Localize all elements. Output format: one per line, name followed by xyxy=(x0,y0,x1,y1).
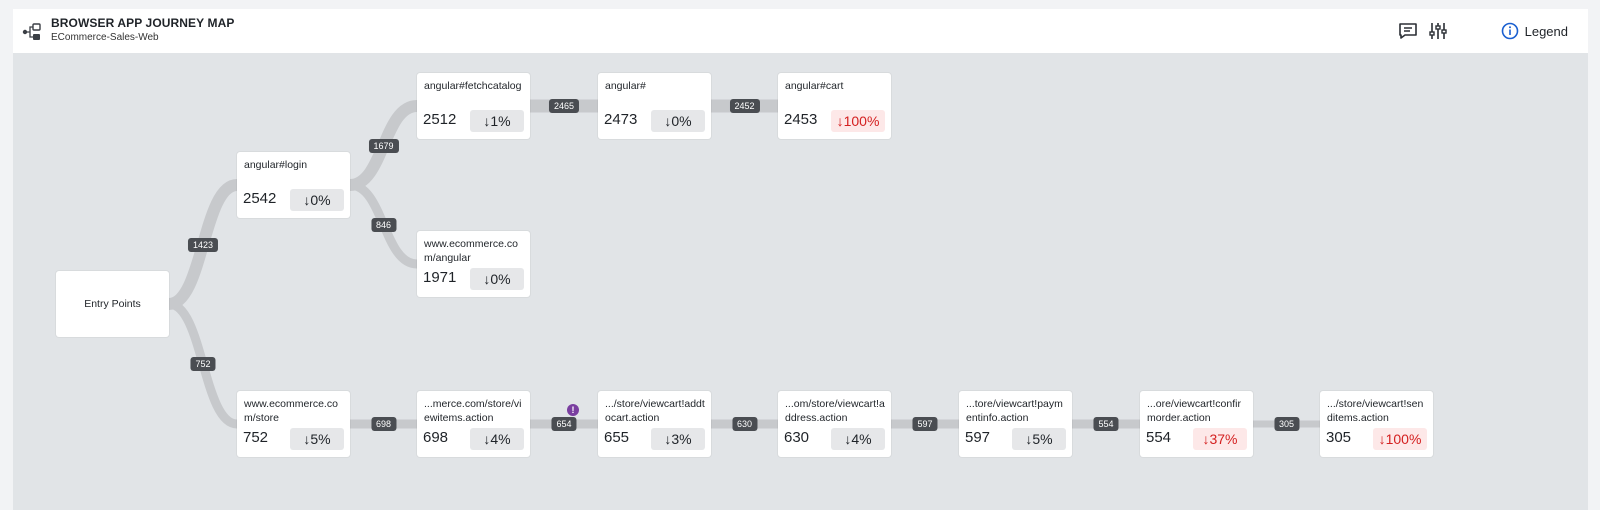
node-label: www.ecommerce.com/store xyxy=(244,398,338,424)
comment-icon[interactable] xyxy=(1397,20,1419,42)
sliders-icon[interactable] xyxy=(1427,20,1449,42)
node-fetch[interactable]: angular#fetchcatalog 2512 ↓1% xyxy=(417,73,530,139)
dropoff-badge: ↓5% xyxy=(1012,428,1066,450)
edge-count-label: 2452 xyxy=(729,99,760,113)
node-ecomang[interactable]: www.ecommerce.com/angular 1971 ↓0% xyxy=(417,231,530,297)
node-label: angular#login xyxy=(244,159,308,171)
dropoff-badge: ↓4% xyxy=(831,428,885,450)
node-count: 630 xyxy=(784,429,810,446)
dropoff-badge: ↓100% xyxy=(831,110,885,132)
node-label: Entry Points xyxy=(84,298,141,310)
node-count: 1971 xyxy=(423,269,457,286)
edge-count-label: 554 xyxy=(1093,417,1119,431)
info-icon xyxy=(1501,22,1518,40)
node-count: 2512 xyxy=(423,111,457,128)
node-label: ...merce.com/store/viewitems.action xyxy=(424,398,522,424)
node-label: ...om/store/viewcart!address.action xyxy=(785,398,885,424)
legend-label: Legend xyxy=(1524,23,1568,39)
dropoff-badge: ↓37% xyxy=(1193,428,1247,450)
node-addtocart[interactable]: .../store/viewcart!addtocart.action 655 ↓3… xyxy=(598,391,711,457)
node-label: .../store/viewcart!senditems.action xyxy=(1327,398,1424,424)
node-count: 2453 xyxy=(784,111,818,128)
edge-count-label: 1679 xyxy=(368,138,399,153)
edge-count-label: 630 xyxy=(731,417,758,431)
warning-icon[interactable]: ! xyxy=(567,404,579,416)
app-name: ECommerce-Sales-Web xyxy=(51,32,159,43)
journey-map-canvas: 1423 752 1679 846 2465 2452 698 654! 630 597 554 30… xyxy=(13,53,1588,510)
page-title: BROWSER APP JOURNEY MAP xyxy=(51,16,235,30)
legend-button[interactable]: Legend xyxy=(1501,19,1568,43)
dropoff-badge: ↓0% xyxy=(651,110,705,132)
node-count: 752 xyxy=(243,429,269,446)
node-entry[interactable]: Entry Points xyxy=(56,271,169,337)
node-count: 305 xyxy=(1326,429,1352,446)
node-address[interactable]: ...om/store/viewcart!address.action 630 ↓4… xyxy=(778,391,891,457)
node-cart[interactable]: angular#cart 2453 ↓100% xyxy=(778,73,891,139)
node-login[interactable]: angular#login 2542 ↓0% xyxy=(237,152,350,218)
node-label: angular#cart xyxy=(785,80,844,92)
node-count: 554 xyxy=(1146,429,1172,446)
dropoff-badge: ↓1% xyxy=(470,110,524,132)
node-count: 597 xyxy=(965,429,991,446)
node-count: 655 xyxy=(604,429,630,446)
dropoff-badge: ↓100% xyxy=(1373,428,1427,450)
dropoff-badge: ↓0% xyxy=(470,268,524,290)
node-label: ...tore/viewcart!paymentinfo.action xyxy=(966,398,1063,424)
edge-count-label: 2465 xyxy=(548,99,580,113)
node-confirm[interactable]: ...ore/viewcart!confirmorder.action 554 ↓3… xyxy=(1140,391,1253,457)
dropoff-badge: ↓3% xyxy=(651,428,705,450)
node-count: 698 xyxy=(423,429,449,446)
dropoff-badge: ↓4% xyxy=(470,428,524,450)
node-payment[interactable]: ...tore/viewcart!paymentinfo.action 597 ↓5… xyxy=(959,391,1072,457)
node-count: 2473 xyxy=(604,111,638,128)
node-hash[interactable]: angular# 2473 ↓0% xyxy=(598,73,711,139)
journey-map-icon xyxy=(22,23,41,40)
node-viewitems[interactable]: ...merce.com/store/viewitems.action 698 ↓4… xyxy=(417,391,530,457)
edge-count-label: 597 xyxy=(912,417,938,431)
node-label: angular#fetchcatalog xyxy=(424,80,522,92)
dropoff-badge: ↓5% xyxy=(290,428,344,450)
node-label: ...ore/viewcart!confirmorder.action xyxy=(1147,398,1241,424)
node-label: www.ecommerce.com/angular xyxy=(424,238,518,264)
edge-count-label: 305 xyxy=(1273,417,1300,431)
page-header: BROWSER APP JOURNEY MAP ECommerce-Sales-… xyxy=(13,9,1588,53)
dropoff-badge: ↓0% xyxy=(290,189,344,211)
edge-count-label: 698 xyxy=(370,417,397,431)
edge-count-label: 1423 xyxy=(187,237,219,252)
edge-count-label: 846 xyxy=(370,217,397,232)
node-label: angular# xyxy=(605,80,646,92)
node-store[interactable]: www.ecommerce.com/store 752 ↓5% xyxy=(237,391,350,457)
edge-count-label: 654 xyxy=(551,417,577,431)
node-senditems[interactable]: .../store/viewcart!senditems.action 305 ↓1… xyxy=(1320,391,1433,457)
edge-count-label: 752 xyxy=(190,357,216,371)
node-count: 2542 xyxy=(243,190,277,207)
node-label: .../store/viewcart!addtocart.action xyxy=(605,398,705,424)
